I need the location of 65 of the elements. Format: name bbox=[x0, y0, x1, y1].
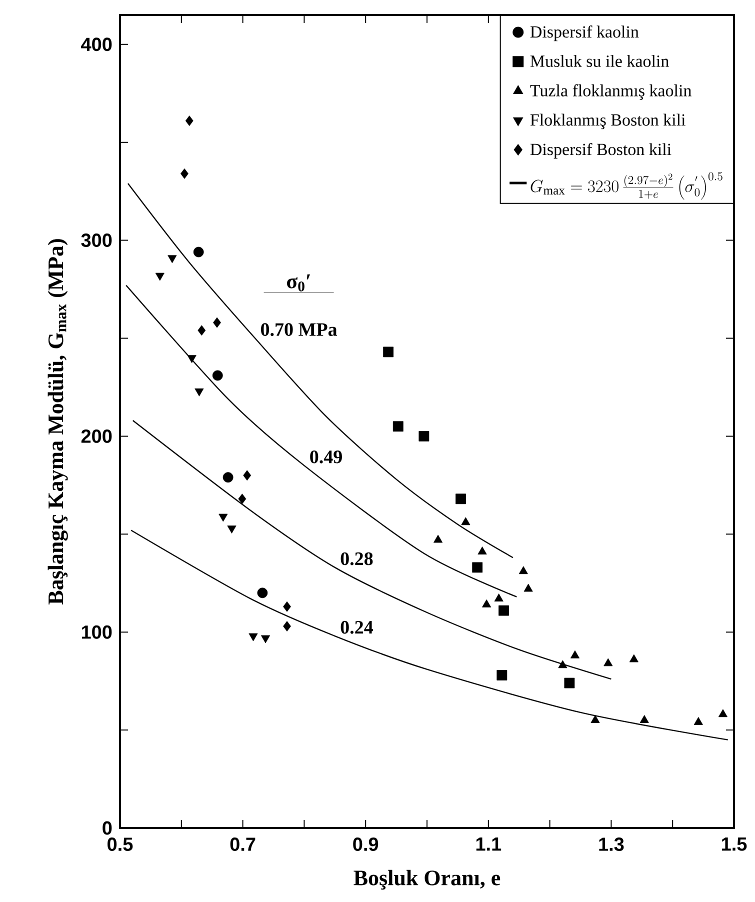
x-tick-label: 1.5 bbox=[722, 838, 747, 851]
point bbox=[558, 660, 568, 668]
y-axis-title: Başlangıç Kayma Modülü, G$_{max}$ (MPa) bbox=[48, 239, 68, 604]
point bbox=[257, 588, 268, 598]
point bbox=[524, 584, 533, 592]
x-tick-label: 0.9 bbox=[353, 838, 378, 851]
series-label: 0.49 bbox=[310, 450, 342, 464]
point bbox=[392, 421, 404, 432]
point bbox=[283, 601, 291, 612]
x-tick-label: 0.5 bbox=[108, 838, 133, 851]
point bbox=[434, 534, 443, 543]
point bbox=[496, 670, 508, 680]
point bbox=[187, 355, 196, 364]
line-series bbox=[130, 530, 728, 740]
y-tick-label: 400 bbox=[81, 38, 112, 52]
point bbox=[461, 517, 470, 526]
annotation: $G_{\mathrm{max}} = 3230\,\frac{(2.97-e)^{2}}{1+e}\left(\sigma_{0}^{'}\right)^{0.5}$ bbox=[530, 172, 722, 200]
point bbox=[155, 272, 164, 281]
point bbox=[185, 116, 194, 126]
point bbox=[482, 599, 492, 608]
x-tick-label: 0.7 bbox=[230, 838, 256, 851]
point bbox=[180, 168, 188, 179]
point bbox=[604, 658, 613, 666]
point bbox=[383, 346, 394, 358]
x-axis-title: Boşluk Oranı, e bbox=[354, 870, 500, 890]
point bbox=[498, 605, 509, 616]
point bbox=[629, 654, 638, 662]
point bbox=[212, 370, 223, 381]
x-tick-label: 1.1 bbox=[476, 838, 502, 851]
point bbox=[194, 388, 204, 396]
point bbox=[570, 650, 580, 658]
y-tick-label: 0 bbox=[102, 821, 112, 835]
point bbox=[168, 255, 177, 264]
point bbox=[694, 717, 703, 725]
point bbox=[494, 594, 504, 602]
legend-label: Dispersif kaolin bbox=[530, 26, 639, 42]
y-tick-label: 200 bbox=[81, 429, 112, 443]
series-label: 0.70 MPa bbox=[261, 323, 338, 336]
line-series bbox=[132, 420, 612, 680]
point bbox=[222, 472, 234, 483]
annotation: σ$_{0}$′ bbox=[287, 274, 310, 292]
point bbox=[193, 246, 204, 258]
legend-label: Floklanmış Boston kili bbox=[530, 114, 686, 130]
point bbox=[198, 325, 206, 336]
point bbox=[243, 470, 252, 481]
point bbox=[564, 678, 575, 688]
legend-label: Musluk su ile kaolin bbox=[530, 54, 669, 67]
y-tick-label: 300 bbox=[81, 234, 112, 248]
y-tick-label: 100 bbox=[82, 625, 112, 639]
legend-label: Dispersif Boston kili bbox=[530, 143, 672, 159]
series-label: 0.28 bbox=[340, 552, 373, 566]
x-tick-label: 1.3 bbox=[599, 838, 624, 852]
point bbox=[472, 562, 483, 573]
point bbox=[418, 430, 430, 442]
point bbox=[640, 715, 649, 723]
point bbox=[283, 621, 291, 632]
point bbox=[590, 715, 600, 723]
point bbox=[213, 317, 221, 328]
legend-label: Tuzla floklanmış kaolin bbox=[530, 84, 692, 100]
point bbox=[238, 494, 246, 504]
point bbox=[478, 546, 487, 554]
series-label: 0.24 bbox=[340, 620, 373, 634]
point bbox=[718, 709, 728, 718]
point bbox=[456, 494, 466, 504]
point bbox=[518, 566, 528, 574]
